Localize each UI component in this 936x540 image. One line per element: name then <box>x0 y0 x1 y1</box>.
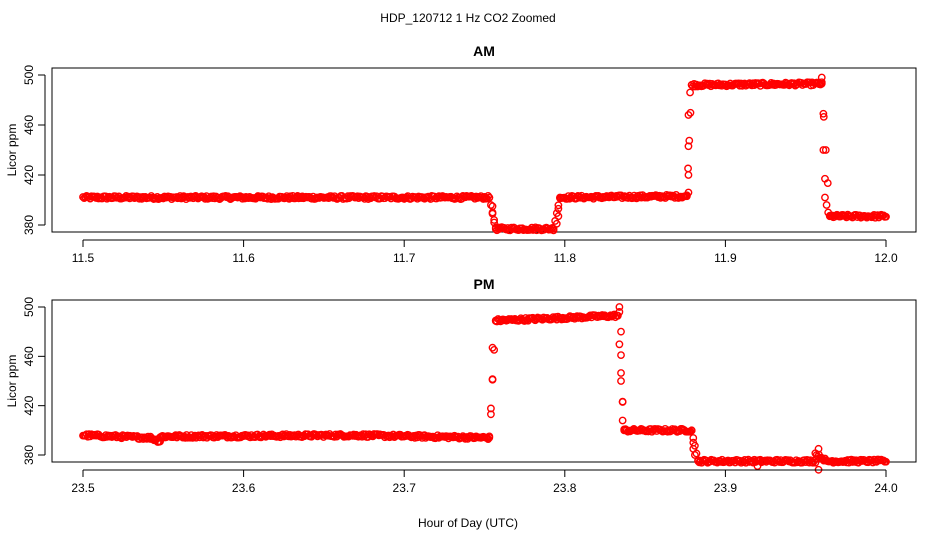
data-point <box>554 201 563 210</box>
data-point <box>488 375 497 384</box>
data-point <box>882 457 890 466</box>
data-point <box>490 218 499 227</box>
y-tick-label: 460 <box>22 346 36 366</box>
data-point <box>753 462 762 470</box>
data-point <box>821 174 829 183</box>
data-point <box>684 171 693 179</box>
data-point <box>687 426 696 435</box>
x-tick-label: 11.6 <box>232 251 255 265</box>
data-point <box>819 146 828 154</box>
data-point <box>560 315 568 324</box>
data-point <box>617 327 625 336</box>
data-point <box>488 202 497 211</box>
y-tick-label: 380 <box>22 445 36 465</box>
data-point <box>686 108 695 117</box>
data-point <box>617 369 625 377</box>
x-tick-label: 23.9 <box>714 481 738 495</box>
figure-title: HDP_120712 1 Hz CO2 Zoomed <box>380 11 555 25</box>
data-point <box>819 112 828 121</box>
data-point <box>819 109 828 118</box>
data-point <box>682 192 691 201</box>
x-axis-label: Hour of Day (UTC) <box>418 516 518 530</box>
x-tick-label: 11.8 <box>554 251 577 265</box>
am-plot-frame <box>51 67 917 233</box>
data-point <box>618 416 627 425</box>
data-point <box>821 193 829 202</box>
am-panel: AM Licor ppm 11.5 11.6 11.7 11.8 11.9 12.0 38… <box>5 43 917 265</box>
y-tick-label: 380 <box>22 215 36 235</box>
data-point <box>554 204 563 213</box>
data-point <box>615 303 624 311</box>
am-y-axis: 380 420 460 500 <box>22 65 46 235</box>
data-point <box>487 201 495 209</box>
x-tick-label: 11.7 <box>393 251 416 265</box>
data-point <box>684 111 693 119</box>
x-tick-label: 23.5 <box>71 481 95 495</box>
data-point <box>824 208 833 217</box>
data-point <box>684 188 693 197</box>
data-point <box>487 410 495 419</box>
data-point <box>617 351 625 359</box>
data-point <box>617 377 625 385</box>
data-point <box>822 201 831 209</box>
x-tick-label: 23.8 <box>553 481 577 495</box>
pm-plot-frame <box>51 299 917 463</box>
x-tick-label: 23.6 <box>232 481 256 495</box>
data-point <box>618 398 627 406</box>
data-point <box>554 212 563 221</box>
x-tick-label: 11.9 <box>714 251 737 265</box>
am-x-axis: 11.5 11.6 11.7 11.8 11.9 12.0 <box>72 239 898 265</box>
am-data-points <box>79 73 890 235</box>
x-tick-label: 23.7 <box>393 481 417 495</box>
y-tick-label: 420 <box>22 165 36 185</box>
y-tick-label: 500 <box>22 297 36 317</box>
data-point <box>615 308 624 316</box>
y-tick-label: 500 <box>22 65 36 85</box>
x-tick-label: 11.5 <box>72 251 95 265</box>
x-tick-label: 24.0 <box>874 481 898 495</box>
data-point <box>817 73 826 82</box>
data-point <box>821 146 830 154</box>
data-point <box>814 444 823 453</box>
am-panel-title: AM <box>473 43 495 59</box>
data-point <box>488 209 497 218</box>
data-point <box>686 427 695 436</box>
pm-panel: PM Licor ppm 23.5 23.6 23.7 23.8 23.9 24.0 38… <box>5 276 917 495</box>
data-point <box>684 142 693 151</box>
pm-y-axis: 380 420 460 500 <box>22 297 46 465</box>
x-tick-label: 12.0 <box>874 251 898 265</box>
data-point <box>882 212 890 221</box>
pm-y-axis-label: Licor ppm <box>5 355 19 408</box>
y-tick-label: 420 <box>22 395 36 415</box>
data-point <box>690 451 699 459</box>
data-point <box>488 343 497 352</box>
data-point <box>552 219 561 228</box>
pm-data-points <box>79 303 890 474</box>
data-point <box>685 136 694 145</box>
am-y-axis-label: Licor ppm <box>5 124 19 177</box>
data-point <box>689 434 698 442</box>
pm-x-axis: 23.5 23.6 23.7 23.8 23.9 24.0 <box>71 469 898 495</box>
data-point <box>485 433 494 442</box>
data-point <box>615 340 624 349</box>
data-point <box>686 88 694 97</box>
data-point <box>684 164 692 173</box>
data-point <box>192 433 201 442</box>
data-point <box>613 311 622 320</box>
y-tick-label: 460 <box>22 115 36 135</box>
data-point <box>485 193 494 202</box>
pm-panel-title: PM <box>474 276 495 292</box>
